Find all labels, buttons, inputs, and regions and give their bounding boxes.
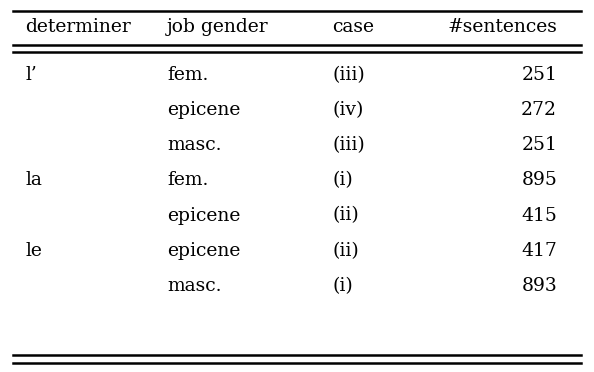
Text: fem.: fem. <box>167 66 208 84</box>
Text: 895: 895 <box>522 171 557 189</box>
Text: 893: 893 <box>522 277 557 295</box>
Text: epicene: epicene <box>167 206 241 225</box>
Text: masc.: masc. <box>167 277 222 295</box>
Text: determiner: determiner <box>25 18 131 36</box>
Text: epicene: epicene <box>167 101 241 119</box>
Text: 417: 417 <box>522 241 557 260</box>
Text: 251: 251 <box>522 66 557 84</box>
Text: l’: l’ <box>25 66 37 84</box>
Text: (ii): (ii) <box>333 206 359 225</box>
Text: #sentences: #sentences <box>447 18 557 36</box>
Text: 272: 272 <box>521 101 557 119</box>
Text: (ii): (ii) <box>333 241 359 260</box>
Text: fem.: fem. <box>167 171 208 189</box>
Text: 415: 415 <box>522 206 557 225</box>
Text: 251: 251 <box>522 137 557 154</box>
Text: la: la <box>25 171 42 189</box>
Text: (iv): (iv) <box>333 101 364 119</box>
Text: epicene: epicene <box>167 241 241 260</box>
Text: masc.: masc. <box>167 137 222 154</box>
Text: le: le <box>25 241 42 260</box>
Text: job gender: job gender <box>167 18 268 36</box>
Text: (iii): (iii) <box>333 66 365 84</box>
Text: (i): (i) <box>333 171 353 189</box>
Text: case: case <box>333 18 374 36</box>
Text: (i): (i) <box>333 277 353 295</box>
Text: (iii): (iii) <box>333 137 365 154</box>
